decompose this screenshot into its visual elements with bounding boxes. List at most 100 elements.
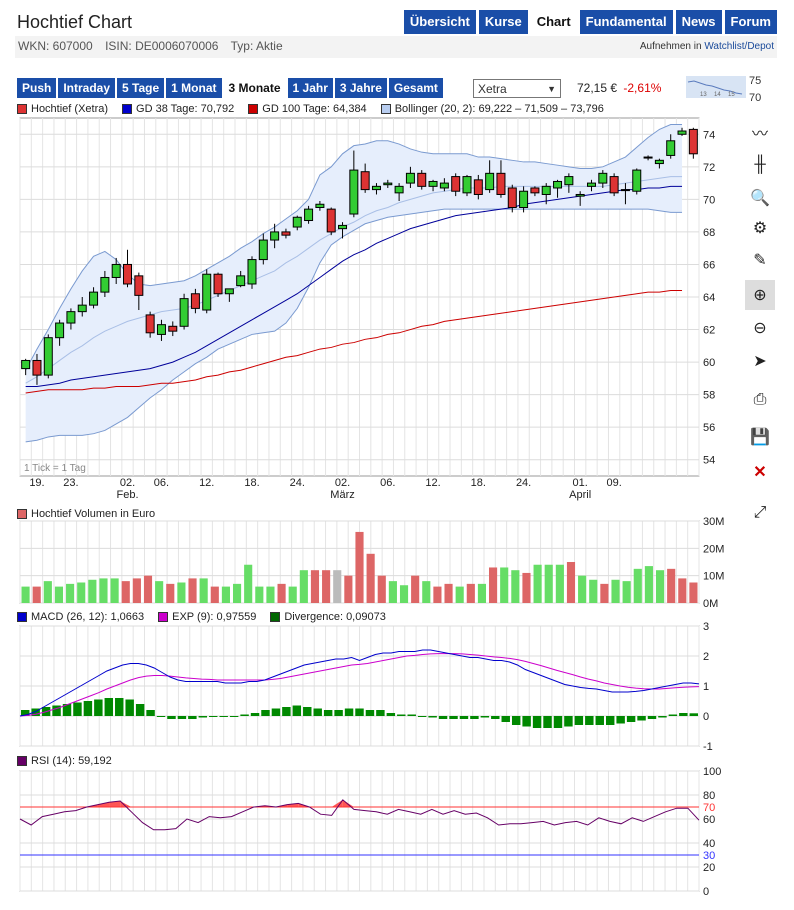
volume-bar — [433, 586, 442, 603]
divergence-bar — [104, 698, 114, 716]
volume-bar — [422, 581, 431, 603]
zoom-in-icon[interactable]: ⊕ — [745, 280, 775, 310]
divergence-bar — [135, 704, 145, 716]
y-tick-label: 54 — [703, 455, 715, 467]
candle — [43, 337, 53, 376]
range-tab-6[interactable]: 3 Jahre — [334, 78, 387, 98]
rsi-line — [19, 799, 700, 831]
volume-bar — [611, 579, 620, 603]
nav-tab-0[interactable]: Übersicht — [403, 10, 476, 34]
divergence-bar — [574, 716, 584, 725]
legend-label: Divergence: 0,09073 — [284, 611, 386, 623]
candle — [134, 275, 144, 296]
fullscreen-icon[interactable]: ⤢ — [745, 498, 775, 528]
settings-icon[interactable]: ⚙ — [745, 213, 775, 243]
legend-swatch — [270, 612, 281, 622]
legend-label: RSI (14): 59,192 — [31, 755, 112, 767]
range-tab-7[interactable]: Gesamt — [388, 78, 443, 98]
macd-legend: MACD (26, 12): 1,0663 EXP (9): 0,97559 Div… — [17, 611, 386, 623]
volume-bar — [54, 586, 64, 603]
pointer-icon[interactable]: ➤ — [745, 346, 775, 376]
candle — [338, 224, 348, 230]
rsi-overbought-fill — [331, 799, 343, 807]
volume-bar — [232, 583, 242, 603]
range-tab-0[interactable]: Push — [17, 78, 57, 98]
candle — [666, 140, 676, 156]
divergence-bar — [438, 716, 448, 719]
x-tick-label: 09. — [606, 477, 621, 489]
time-range-tabs: Push Intraday 5 Tage 1 Monat 3 Monate 1 Jahr 3… — [17, 78, 443, 98]
candle — [213, 273, 223, 295]
volume-bar — [522, 572, 531, 603]
line-chart-icon[interactable]: 〰 — [745, 117, 775, 147]
bollinger-mid — [25, 176, 683, 384]
range-tab-4[interactable]: 3 Monate — [223, 78, 286, 98]
candle — [507, 187, 517, 209]
candle — [553, 180, 563, 189]
volume-bar — [655, 570, 665, 603]
divergence-bar — [344, 708, 354, 716]
divergence-bar — [553, 716, 563, 728]
y-tick-label: 64 — [703, 292, 715, 304]
indicator-icon[interactable]: 🔍 — [745, 183, 775, 213]
candle — [21, 359, 31, 370]
candle — [530, 187, 540, 194]
watchlist-link[interactable]: Watchlist/Depot — [704, 41, 774, 52]
divergence-bar — [480, 716, 490, 718]
legend-label: GD 38 Tage: 70,792 — [136, 103, 235, 115]
draw-line-icon[interactable]: ✎ — [745, 245, 775, 275]
sparkline-chart[interactable]: 13 14 15 — [686, 76, 746, 98]
divergence-bar — [522, 716, 531, 727]
range-tab-5[interactable]: 1 Jahr — [287, 78, 333, 98]
volume-bar — [143, 575, 153, 603]
save-icon[interactable]: 💾 — [745, 422, 775, 452]
candle — [258, 239, 268, 261]
spark-min-label: 70 — [749, 92, 762, 104]
nav-tab-5[interactable]: Forum — [724, 10, 777, 34]
candle — [326, 208, 336, 233]
nav-tab-2[interactable]: Chart — [530, 10, 577, 34]
x-tick-label: 02. — [335, 477, 350, 489]
print-icon[interactable]: ⎙ — [745, 385, 775, 415]
divergence-bar — [52, 705, 61, 716]
candle — [598, 172, 608, 184]
volume-bar — [466, 583, 475, 603]
y-tick-label: 56 — [703, 422, 715, 434]
exchange-select[interactable]: Xetra ▼ — [473, 79, 561, 98]
y-tick-label: 80 — [703, 790, 715, 802]
candle — [270, 231, 280, 241]
y-tick-label: 62 — [703, 325, 715, 337]
divergence-bar — [73, 702, 82, 716]
candle — [394, 185, 404, 194]
divergence-bar — [616, 716, 625, 724]
x-month-label: Feb. — [117, 489, 139, 501]
isin-label: ISIN: DE0006070006 — [105, 39, 219, 53]
y-tick-label: 20M — [703, 543, 724, 555]
zoom-out-icon[interactable]: ⊖ — [745, 313, 775, 343]
nav-tab-1[interactable]: Kurse — [478, 10, 528, 34]
y-tick-label: 60 — [703, 814, 715, 826]
x-tick-label: 23. — [63, 477, 78, 489]
divergence-bar — [303, 707, 312, 716]
divergence-bar — [240, 714, 249, 716]
nav-tab-4[interactable]: News — [675, 10, 722, 34]
ohlc-chart-icon[interactable]: ╫ — [745, 150, 775, 180]
legend-swatch — [17, 104, 27, 114]
legend-swatch — [380, 104, 391, 114]
delete-icon[interactable]: ✕ — [745, 457, 775, 487]
candle — [156, 324, 166, 335]
divergence-bar — [679, 713, 688, 716]
range-tab-3[interactable]: 1 Monat — [166, 78, 222, 98]
x-tick-label: 24. — [516, 477, 531, 489]
divergence-bar — [658, 716, 667, 718]
range-tab-2[interactable]: 5 Tage — [117, 78, 165, 98]
nav-tab-3[interactable]: Fundamental — [579, 10, 673, 34]
volume-bar — [21, 586, 30, 603]
volume-bar — [589, 579, 598, 603]
volume-legend-label: Hochtief Volumen in Euro — [31, 508, 156, 520]
range-tab-1[interactable]: Intraday — [58, 78, 116, 98]
panel-frame — [19, 117, 700, 477]
candle — [55, 322, 65, 339]
divergence-bar — [94, 699, 103, 716]
